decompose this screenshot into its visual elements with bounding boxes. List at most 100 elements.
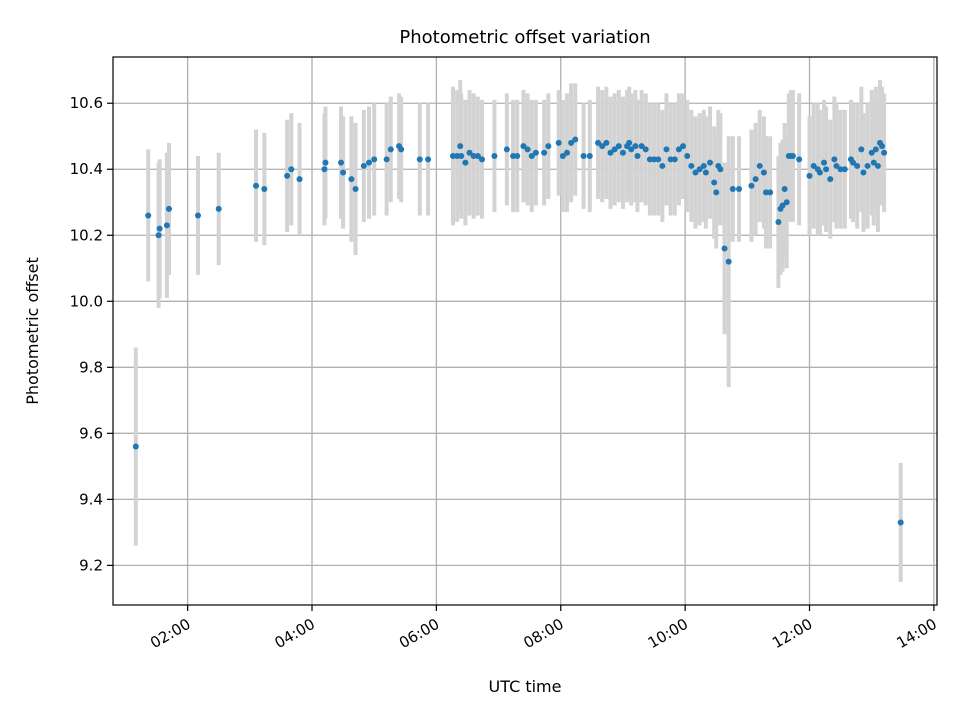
- data-point: [474, 153, 481, 160]
- data-point: [321, 166, 328, 173]
- data-point: [398, 146, 405, 153]
- data-point: [322, 159, 329, 166]
- data-point: [462, 159, 469, 166]
- data-point: [655, 156, 662, 163]
- data-point: [827, 176, 834, 183]
- data-point: [680, 143, 687, 150]
- data-point: [821, 159, 828, 166]
- data-point: [713, 189, 720, 196]
- data-point: [702, 169, 709, 176]
- y-tick-label: 10.6: [70, 94, 103, 112]
- data-point: [520, 143, 527, 150]
- data-point: [729, 186, 736, 193]
- data-point: [165, 205, 172, 212]
- y-tick-label: 10.0: [70, 292, 103, 310]
- data-point: [524, 146, 531, 153]
- data-point: [897, 519, 904, 526]
- data-point: [707, 159, 714, 166]
- data-point: [503, 146, 510, 153]
- data-point: [696, 166, 703, 173]
- data-point: [563, 149, 570, 156]
- data-point: [700, 162, 707, 169]
- data-point: [253, 182, 260, 189]
- data-point: [646, 156, 653, 163]
- data-point: [491, 153, 498, 160]
- data-point: [692, 169, 699, 176]
- data-point: [767, 189, 774, 196]
- data-point: [156, 225, 163, 232]
- data-point: [559, 153, 566, 160]
- data-point: [132, 443, 139, 450]
- data-point: [850, 159, 857, 166]
- data-point: [595, 139, 602, 146]
- data-point: [881, 149, 888, 156]
- data-point: [338, 159, 345, 166]
- data-point: [607, 149, 614, 156]
- data-point: [837, 166, 844, 173]
- data-point: [155, 232, 162, 239]
- data-point: [781, 186, 788, 193]
- data-point: [288, 166, 295, 173]
- data-point: [823, 166, 830, 173]
- data-point: [528, 153, 535, 160]
- data-point: [879, 143, 886, 150]
- data-point: [541, 149, 548, 156]
- data-point: [611, 146, 618, 153]
- data-point: [514, 153, 521, 160]
- data-point: [725, 258, 732, 265]
- data-point: [371, 156, 378, 163]
- data-point: [874, 162, 881, 169]
- data-point: [789, 153, 796, 160]
- data-point: [454, 153, 461, 160]
- data-point: [796, 156, 803, 163]
- y-tick-label: 9.2: [79, 556, 103, 574]
- data-point: [667, 156, 674, 163]
- data-point: [810, 162, 817, 169]
- data-point: [831, 156, 838, 163]
- data-point: [360, 162, 367, 169]
- data-point: [619, 149, 626, 156]
- data-point: [642, 146, 649, 153]
- data-point: [833, 162, 840, 169]
- y-axis-ticks: 9.2 9.4 9.6 9.8 10.0 10.2 10.4 10.6: [70, 94, 113, 574]
- data-point: [284, 172, 291, 179]
- data-point: [478, 156, 485, 163]
- data-point: [449, 153, 456, 160]
- data-point: [532, 149, 539, 156]
- data-point: [638, 143, 645, 150]
- data-point: [387, 146, 394, 153]
- data-point: [860, 169, 867, 176]
- y-tick-label: 10.2: [70, 226, 103, 244]
- plot-frame: [112, 56, 938, 606]
- data-point: [779, 202, 786, 209]
- data-point: [352, 186, 359, 193]
- data-point: [261, 186, 268, 193]
- data-point: [194, 212, 201, 219]
- data-point: [711, 179, 718, 186]
- data-point: [748, 182, 755, 189]
- data-point: [717, 166, 724, 173]
- data-point: [872, 146, 879, 153]
- x-axis-label: UTC time: [489, 677, 562, 696]
- data-point: [688, 162, 695, 169]
- data-point: [425, 156, 432, 163]
- data-point: [775, 219, 782, 226]
- data-point: [568, 139, 575, 146]
- data-point: [383, 156, 390, 163]
- data-point: [466, 149, 473, 156]
- data-point: [296, 176, 303, 183]
- data-point: [145, 212, 152, 219]
- data-point: [760, 169, 767, 176]
- data-point: [215, 205, 222, 212]
- data-point: [858, 146, 865, 153]
- data-point: [458, 153, 465, 160]
- data-point: [783, 199, 790, 206]
- chart-title: Photometric offset variation: [399, 27, 650, 48]
- y-tick-label: 9.4: [79, 490, 103, 508]
- data-point: [586, 153, 593, 160]
- data-point: [416, 156, 423, 163]
- data-point: [615, 143, 622, 150]
- data-point: [651, 156, 658, 163]
- data-point: [545, 143, 552, 150]
- data-point: [671, 156, 678, 163]
